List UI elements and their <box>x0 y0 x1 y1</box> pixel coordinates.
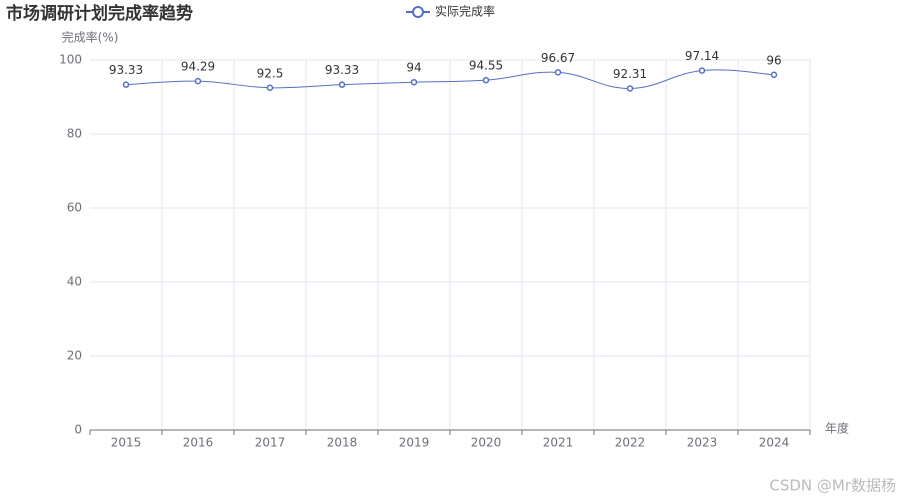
y-tick-label: 40 <box>67 275 82 289</box>
data-point <box>122 81 130 88</box>
y-tick-label: 0 <box>74 423 82 437</box>
data-label: 97.14 <box>685 49 719 63</box>
y-axis-label: 完成率(%) <box>62 30 119 45</box>
data-label: 94.55 <box>469 59 503 73</box>
chart-title: 市场调研计划完成率趋势 <box>6 3 193 24</box>
x-tick-label: 2016 <box>183 436 214 450</box>
y-tick-label: 60 <box>67 201 82 215</box>
data-label: 93.33 <box>109 63 143 77</box>
data-point <box>266 84 274 91</box>
data-label: 94 <box>406 61 421 75</box>
x-tick-label: 2015 <box>111 436 142 450</box>
data-label: 93.33 <box>325 63 359 77</box>
x-axis-label: 年度 <box>825 421 849 436</box>
x-tick-label: 2017 <box>255 436 286 450</box>
x-tick-label: 2020 <box>471 436 502 450</box>
data-point <box>554 69 562 76</box>
data-point <box>770 71 778 79</box>
y-tick-label: 20 <box>67 349 82 363</box>
data-label: 94.29 <box>181 60 215 74</box>
legend-label: 实际完成率 <box>435 4 495 19</box>
x-tick-label: 2024 <box>759 436 790 450</box>
data-point <box>482 76 490 84</box>
x-tick-label: 2023 <box>687 436 718 450</box>
data-label: 92.31 <box>613 67 647 81</box>
data-point <box>338 81 346 88</box>
series-line <box>125 69 775 89</box>
x-tick-label: 2018 <box>327 436 358 450</box>
data-label: 96 <box>766 53 781 67</box>
data-point <box>698 67 706 74</box>
x-tick-label: 2019 <box>399 436 430 450</box>
data-label: 92.5 <box>257 66 284 80</box>
x-tick-label: 2021 <box>543 436 574 450</box>
data-label: 96.67 <box>541 51 575 65</box>
y-tick-label: 80 <box>67 127 82 141</box>
watermark: CSDN @Mr数据杨 <box>769 477 896 495</box>
data-point <box>410 78 418 86</box>
data-point <box>194 77 202 85</box>
legend-symbol <box>412 6 424 18</box>
y-tick-label: 100 <box>59 53 82 67</box>
x-tick-label: 2022 <box>615 436 646 450</box>
data-point <box>626 85 634 92</box>
